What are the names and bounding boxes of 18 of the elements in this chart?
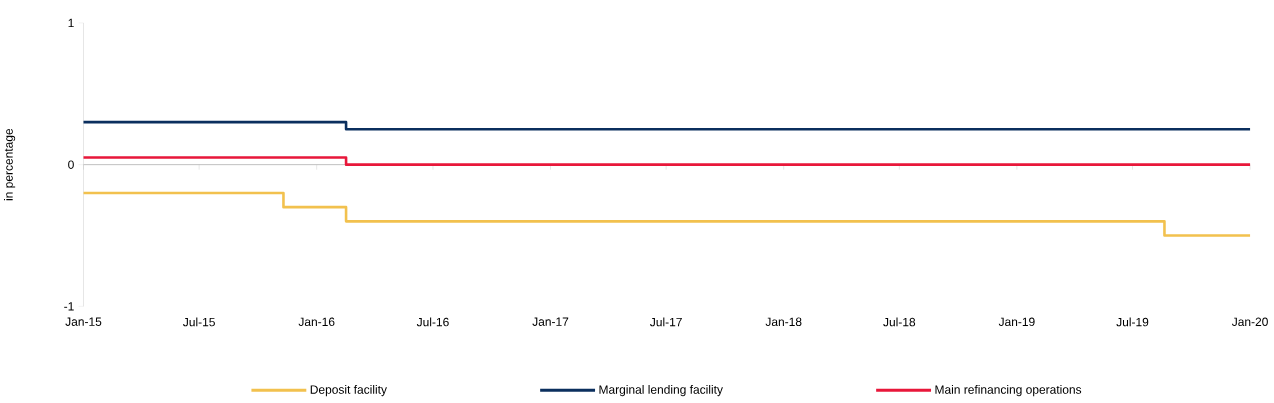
x-tick-label: Jul-19: [1116, 317, 1149, 327]
x-tick-label: Jul-18: [883, 317, 916, 327]
y-tick-label: -1: [64, 302, 74, 311]
x-tick-label: Jul-15: [183, 317, 215, 327]
x-tick-label: Jul-17: [650, 317, 682, 327]
y-tick-label: 0: [68, 160, 74, 169]
x-tick-label: Jan-15: [65, 317, 102, 326]
x-tick-label: Jan-19: [998, 317, 1035, 326]
legend-label: Marginal lending facility: [599, 384, 723, 397]
y-tick-label: 1: [68, 18, 74, 27]
y-axis-title: in percentage: [3, 128, 16, 201]
legend-label: Main refinancing operations: [935, 384, 1082, 397]
legend-label: Deposit facility: [310, 384, 387, 397]
x-tick-label: Jul-16: [416, 317, 449, 327]
x-tick-label: Jan-18: [765, 317, 802, 326]
x-tick-label: Jan-20: [1231, 317, 1268, 326]
x-tick-label: Jan-16: [298, 317, 335, 326]
x-tick-label: Jan-17: [532, 317, 569, 326]
